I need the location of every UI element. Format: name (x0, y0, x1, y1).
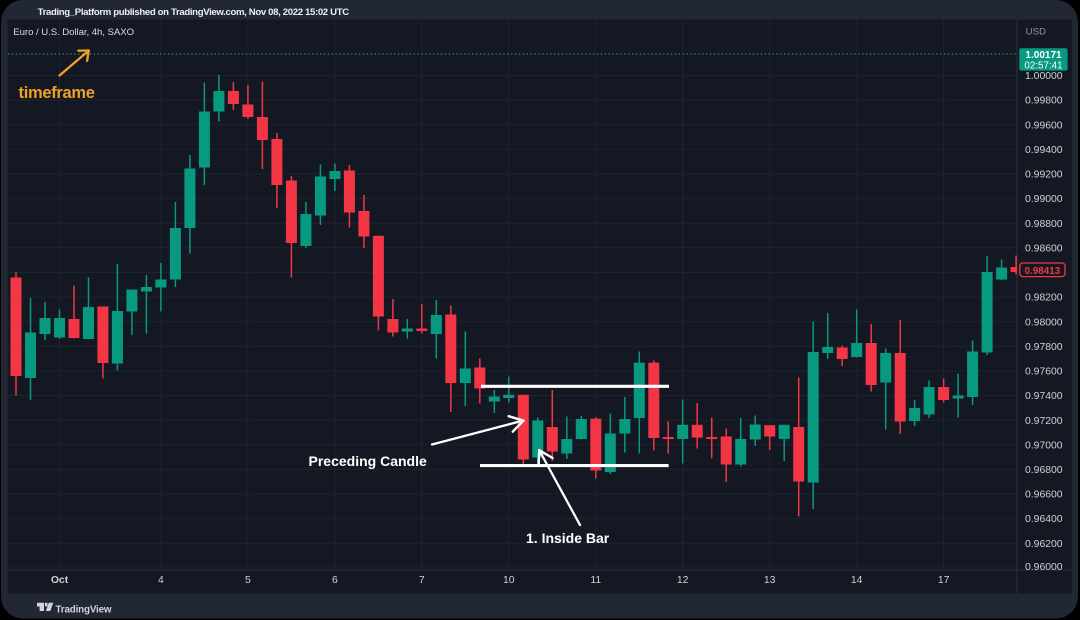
svg-text:0.98413: 0.98413 (1025, 266, 1061, 277)
svg-text:0.96000: 0.96000 (1025, 562, 1063, 573)
svg-text:0.97000: 0.97000 (1025, 440, 1063, 451)
svg-text:Euro / U.S. Dollar, 4h, SAXO: Euro / U.S. Dollar, 4h, SAXO (13, 27, 134, 38)
svg-text:1.00171: 1.00171 (1025, 50, 1062, 61)
svg-text:0.96600: 0.96600 (1025, 490, 1063, 501)
svg-text:1.00000: 1.00000 (1025, 71, 1063, 82)
svg-text:0.96400: 0.96400 (1025, 514, 1063, 525)
svg-text:6: 6 (332, 575, 338, 586)
svg-text:7: 7 (419, 575, 425, 586)
svg-text:14: 14 (851, 575, 863, 586)
svg-text:0.97200: 0.97200 (1025, 416, 1063, 427)
svg-text:4: 4 (158, 575, 164, 586)
svg-text:0.98200: 0.98200 (1025, 293, 1063, 304)
svg-text:0.99800: 0.99800 (1025, 96, 1063, 107)
svg-text:13: 13 (764, 575, 776, 586)
svg-text:0.98800: 0.98800 (1025, 219, 1063, 230)
svg-text:0.98000: 0.98000 (1025, 317, 1063, 328)
svg-text:0.98600: 0.98600 (1025, 243, 1063, 254)
svg-text:12: 12 (677, 575, 689, 586)
svg-text:0.99200: 0.99200 (1025, 170, 1063, 181)
svg-text:0.99000: 0.99000 (1025, 194, 1063, 205)
svg-text:5: 5 (245, 575, 251, 586)
svg-text:timeframe: timeframe (19, 84, 95, 102)
svg-text:11: 11 (590, 575, 601, 586)
svg-text:1. Inside Bar: 1. Inside Bar (526, 530, 610, 546)
svg-text:Preceding Candle: Preceding Candle (309, 453, 427, 469)
svg-text:0.99600: 0.99600 (1025, 120, 1063, 131)
svg-text:TradingView: TradingView (56, 604, 112, 615)
svg-text:0.99400: 0.99400 (1025, 145, 1063, 156)
svg-text:17: 17 (938, 575, 950, 586)
svg-text:Trading_Platform published on: Trading_Platform published on TradingVie… (38, 7, 350, 18)
svg-text:0.97600: 0.97600 (1025, 367, 1063, 378)
svg-text:10: 10 (503, 575, 515, 586)
svg-text:02:57:41: 02:57:41 (1024, 61, 1062, 72)
svg-text:0.97800: 0.97800 (1025, 342, 1063, 353)
svg-text:0.97400: 0.97400 (1025, 391, 1063, 402)
svg-text:0.96200: 0.96200 (1025, 539, 1063, 550)
svg-text:0.96800: 0.96800 (1025, 465, 1063, 476)
svg-text:Oct: Oct (51, 575, 69, 586)
svg-text:USD: USD (1026, 26, 1046, 37)
